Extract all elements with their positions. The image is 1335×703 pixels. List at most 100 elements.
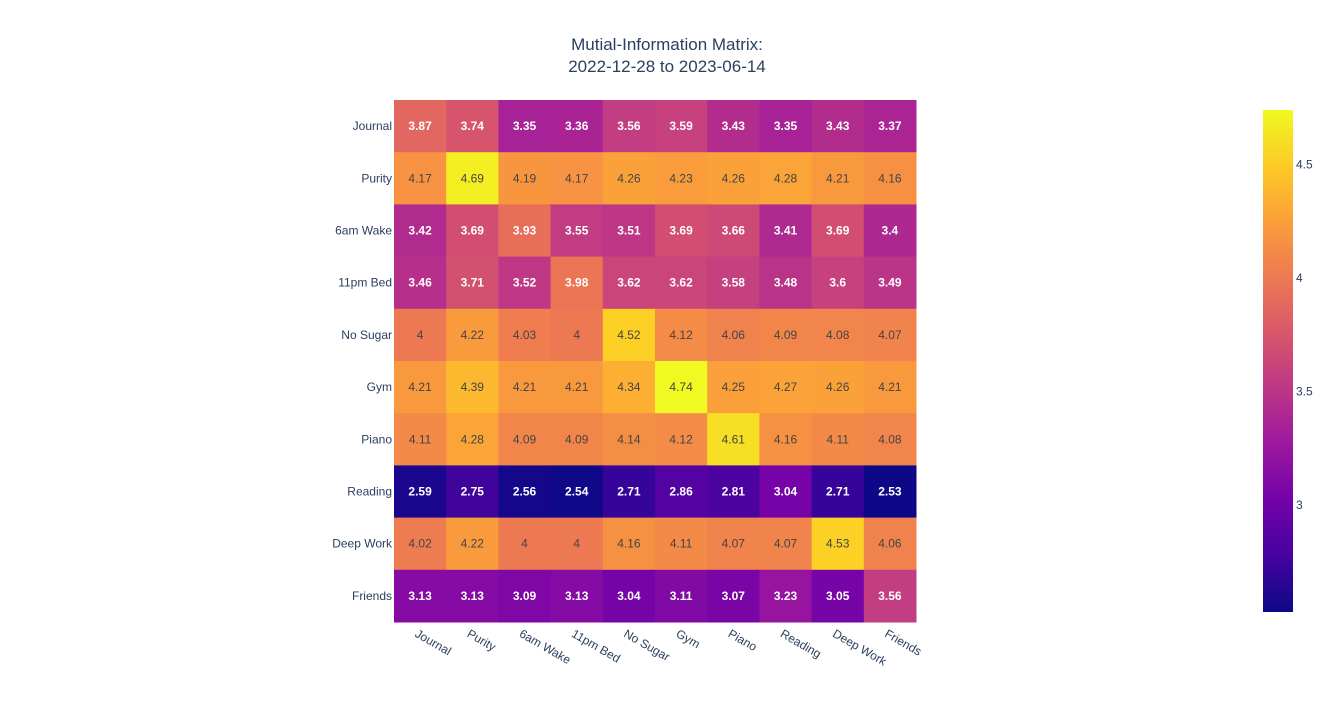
heatmap-cell-value: 3.35 xyxy=(774,119,798,133)
colorbar-ticks: 3 3.5 4 4.5 xyxy=(1296,158,1313,513)
heatmap-cell-value: 4.17 xyxy=(565,171,589,185)
heatmap-cell xyxy=(446,517,499,571)
heatmap-cell xyxy=(707,256,760,310)
heatmap-cell-value: 4.27 xyxy=(774,380,798,394)
heatmap-cell xyxy=(863,517,917,571)
heatmap-cell-value: 3.42 xyxy=(408,224,432,238)
heatmap-cell xyxy=(759,308,813,362)
heatmap-cell-value: 3.41 xyxy=(774,224,798,238)
heatmap-cell-value: 3.51 xyxy=(617,224,641,238)
heatmap-cell-value: 4.26 xyxy=(826,380,850,394)
heatmap-cell xyxy=(446,256,499,310)
heatmap-cell xyxy=(394,361,447,414)
x-tick-label: Gym xyxy=(674,626,703,651)
heatmap-cell xyxy=(863,152,917,205)
heatmap-cell-value: 3.35 xyxy=(513,119,537,133)
heatmap-cell-value: 4.06 xyxy=(878,537,902,551)
heatmap-cell-value: 2.56 xyxy=(513,485,537,499)
heatmap-cell xyxy=(655,256,708,310)
heatmap-cell xyxy=(707,569,760,623)
heatmap-cell-value: 2.86 xyxy=(669,485,693,499)
heatmap-cell-value: 4.19 xyxy=(513,171,537,185)
heatmap-cell xyxy=(655,308,708,362)
heatmap-cell-value: 4.21 xyxy=(826,171,850,185)
heatmap-cell-value: 4.52 xyxy=(617,328,641,342)
heatmap-cell-value: 3.62 xyxy=(669,276,693,290)
heatmap-cell-value: 3.6 xyxy=(829,276,846,290)
heatmap-cell-value: 4.17 xyxy=(408,171,432,185)
y-tick-label: No Sugar xyxy=(341,328,392,342)
heatmap-cell-value: 3.04 xyxy=(774,485,798,499)
heatmap-cell-value: 4.09 xyxy=(774,328,798,342)
heatmap-cell-value: 4.53 xyxy=(826,537,850,551)
heatmap-cell-value: 4.16 xyxy=(774,432,798,446)
heatmap-cell-value: 2.81 xyxy=(722,485,746,499)
heatmap-cell xyxy=(707,361,760,414)
heatmap-cell xyxy=(811,152,865,205)
heatmap-cell xyxy=(602,465,656,519)
heatmap-cell xyxy=(759,100,813,153)
heatmap-cell xyxy=(602,308,656,362)
heatmap-cell-value: 4.03 xyxy=(513,328,537,342)
heatmap-cell-value: 4.16 xyxy=(878,171,902,185)
x-tick-label: Purity xyxy=(465,626,499,653)
heatmap-cell xyxy=(498,361,552,414)
chart-title-line1: Mutial-Information Matrix: xyxy=(571,35,763,54)
heatmap-cell xyxy=(446,413,499,466)
x-tick-label: Piano xyxy=(726,626,760,654)
heatmap-cell xyxy=(707,204,760,258)
heatmap-cell-value: 4.26 xyxy=(722,171,746,185)
heatmap-cell xyxy=(759,256,813,310)
heatmap-cell xyxy=(550,517,604,571)
y-tick-label: Piano xyxy=(361,432,392,446)
heatmap-cell xyxy=(707,308,760,362)
x-tick-label: No Sugar xyxy=(621,626,672,663)
heatmap-cell-value: 3.87 xyxy=(408,119,432,133)
heatmap-cell-value: 3.43 xyxy=(722,119,746,133)
heatmap-cell-value: 4.28 xyxy=(774,171,798,185)
heatmap-cell-value: 3.59 xyxy=(669,119,693,133)
heatmap-cell xyxy=(811,308,865,362)
y-tick-label: 11pm Bed xyxy=(338,276,392,290)
heatmap-cell xyxy=(446,465,499,519)
heatmap-cell-value: 3.09 xyxy=(513,589,537,603)
heatmap-cell xyxy=(811,569,865,623)
colorbar xyxy=(1263,110,1293,612)
heatmap-cell xyxy=(394,413,447,466)
y-axis-ticks: Journal Purity 6am Wake 11pm Bed No Sugar Gym… xyxy=(332,119,393,603)
heatmap-cell xyxy=(550,465,604,519)
heatmap-cell xyxy=(394,517,447,571)
heatmap-cell xyxy=(446,152,499,205)
heatmap-cell xyxy=(707,517,760,571)
heatmap-cell-value: 3.37 xyxy=(878,119,902,133)
heatmap-cell-value: 3.43 xyxy=(826,119,850,133)
heatmap-cell xyxy=(602,100,656,153)
heatmap-cell xyxy=(446,308,499,362)
heatmap-cell xyxy=(707,152,760,205)
heatmap-cell-value: 4.25 xyxy=(722,380,746,394)
heatmap-cell-value: 4.69 xyxy=(461,171,485,185)
y-tick-label: Reading xyxy=(347,485,392,499)
heatmap-cell xyxy=(811,413,865,466)
heatmap-cell xyxy=(655,100,708,153)
heatmap-cell-value: 3.13 xyxy=(461,589,485,603)
heatmap-cell xyxy=(811,204,865,258)
heatmap-cell-value: 2.54 xyxy=(565,485,589,499)
heatmap-cell-value: 3.74 xyxy=(461,119,485,133)
heatmap-cell xyxy=(394,100,447,153)
heatmap-cell xyxy=(811,465,865,519)
heatmap-cell-value: 4.06 xyxy=(722,328,746,342)
heatmap-cell xyxy=(863,361,917,414)
colorbar-tick-label: 4 xyxy=(1296,271,1303,285)
heatmap-cell-value: 4.11 xyxy=(826,432,849,446)
heatmap-cell-value: 3.23 xyxy=(774,589,798,603)
heatmap-cell xyxy=(863,204,917,258)
heatmap-cell-value: 4 xyxy=(521,537,528,551)
heatmap-cell-value: 4.34 xyxy=(617,380,641,394)
heatmap-cell-value: 3.04 xyxy=(617,589,641,603)
heatmap-cell-value: 4.08 xyxy=(878,432,902,446)
heatmap-cell xyxy=(759,413,813,466)
heatmap-cell-value: 4.21 xyxy=(513,380,537,394)
heatmap-cell xyxy=(602,361,656,414)
